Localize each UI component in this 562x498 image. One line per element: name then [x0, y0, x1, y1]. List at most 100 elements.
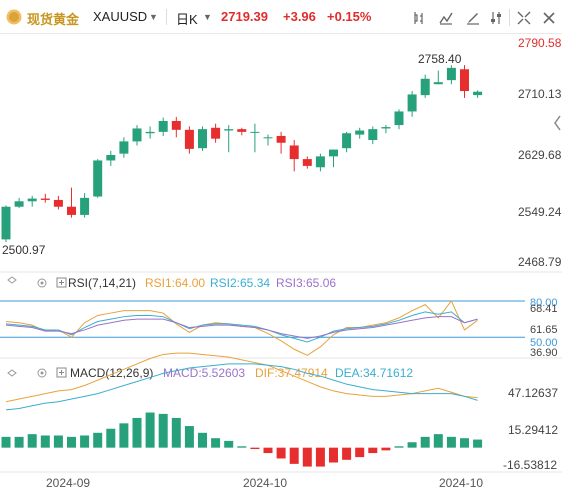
candle [460, 65, 469, 98]
candle [355, 127, 365, 139]
candle [53, 195, 63, 210]
rsi-title: RSI(7,14,21) [68, 276, 136, 290]
candle [184, 126, 194, 154]
price-axis-tick: 2790.58 [518, 36, 562, 50]
rsi3-value: RSI3:65.06 [276, 276, 336, 290]
macd-histogram-bar [1, 436, 11, 448]
macd-histogram-bar [433, 434, 443, 448]
macd-histogram-bar [263, 447, 273, 454]
candle [473, 90, 483, 98]
price-axis-tick: 2710.13 [518, 87, 562, 101]
macd-histogram-bar [460, 438, 469, 448]
candle-body [381, 127, 391, 129]
candle-body [302, 159, 312, 166]
macd-histogram-bar [158, 413, 168, 448]
macd-axis: 47.12637 15.29412 -16.53812 [503, 386, 558, 472]
macd-histogram-bar [250, 447, 260, 450]
candle [250, 123, 260, 153]
macd-histogram-bar [184, 426, 194, 448]
symbol-dropdown-icon[interactable]: ▼ [149, 12, 158, 22]
candle [276, 131, 286, 154]
last-price: 2719.39 [221, 9, 268, 24]
macd-group [1, 352, 483, 467]
price-axis-tick: 2468.79 [518, 255, 562, 269]
rsi-lines-group [0, 300, 525, 356]
macd-histogram-bar [93, 432, 103, 448]
macd-histogram-bar [342, 447, 352, 460]
candle [237, 127, 247, 136]
candle-body [106, 155, 116, 161]
candle [1, 205, 11, 243]
macd-histogram-bar [237, 446, 247, 448]
timeframe-dropdown-icon[interactable]: ▼ [203, 12, 212, 22]
candle-body [119, 141, 129, 154]
macd-histogram-bar [14, 436, 24, 448]
macd-title: MACD(12,26,9) [70, 366, 153, 380]
fullscreen-icon[interactable] [516, 10, 532, 26]
candle-body [184, 129, 194, 149]
candle-body [1, 206, 11, 240]
settings-icon [37, 368, 47, 378]
macd-axis-tick: 47.12637 [508, 386, 558, 400]
macd-histogram-bar [276, 447, 286, 459]
candle [40, 193, 50, 203]
candle [302, 156, 312, 169]
time-axis: 2024-09 2024-10 2024-10 [46, 476, 483, 490]
toolbar-divider [166, 9, 167, 25]
macd-value: MACD:5.52603 [163, 366, 245, 380]
candle-body [433, 82, 443, 85]
macd-histogram-bar [40, 435, 50, 448]
candle [171, 116, 181, 138]
candle [27, 195, 37, 207]
macd-histogram-bar [289, 447, 299, 464]
macd-histogram-bar [407, 442, 417, 448]
candle-body [460, 69, 469, 92]
instrument-symbol[interactable]: XAUUSD [93, 9, 148, 24]
candle-body [342, 133, 352, 149]
eye-icon [7, 276, 17, 284]
rsi-axis-tick: 36.90 [530, 347, 558, 359]
candle-body [211, 127, 221, 139]
time-axis-tick: 2024-09 [46, 476, 90, 490]
candle [263, 134, 273, 146]
price-change: +3.96 [283, 9, 316, 24]
dif-line [5, 352, 478, 403]
candle-body [27, 198, 37, 202]
macd-histogram-bar [473, 439, 483, 448]
settings-icon[interactable] [488, 10, 504, 26]
macd-histogram-bar [53, 435, 63, 448]
candle [67, 187, 76, 218]
indicator-icon[interactable] [438, 10, 454, 26]
draw-icon[interactable] [465, 10, 481, 26]
candle-body [224, 129, 234, 131]
candle-body [171, 120, 181, 130]
candle-body [145, 131, 155, 134]
candle-body [53, 199, 63, 207]
settings-icon [37, 278, 47, 288]
candle-body [132, 128, 142, 142]
candle [407, 91, 417, 117]
macd-histogram-bar [27, 434, 37, 448]
candle [381, 125, 391, 134]
candle [80, 193, 90, 218]
candle-body [329, 149, 338, 157]
chart-style-icon[interactable] [411, 10, 427, 26]
candle [211, 123, 221, 143]
candle [420, 74, 430, 98]
macd-histogram-bar [446, 436, 456, 448]
macd-histogram-bar [394, 446, 404, 448]
macd-histogram-bar [329, 447, 338, 463]
candle-body [237, 129, 247, 132]
macd-histogram-bar [315, 447, 325, 467]
timeframe-select[interactable]: 日K [176, 12, 198, 27]
candles-group [1, 65, 483, 243]
candle [289, 140, 299, 172]
chevron-left-icon[interactable] [552, 114, 562, 132]
close-icon[interactable] [541, 10, 557, 26]
candle-body [158, 120, 168, 132]
expand-icon [56, 367, 67, 378]
candle [342, 131, 352, 153]
rsi-header: RSI(7,14,21) RSI1:64.00 RSI2:65.34 RSI3:… [7, 276, 336, 290]
chart-toolbar: 现货黄金 XAUUSD ▼ 日K ▼ 2719.39 +3.96 +0.15% [0, 0, 562, 34]
